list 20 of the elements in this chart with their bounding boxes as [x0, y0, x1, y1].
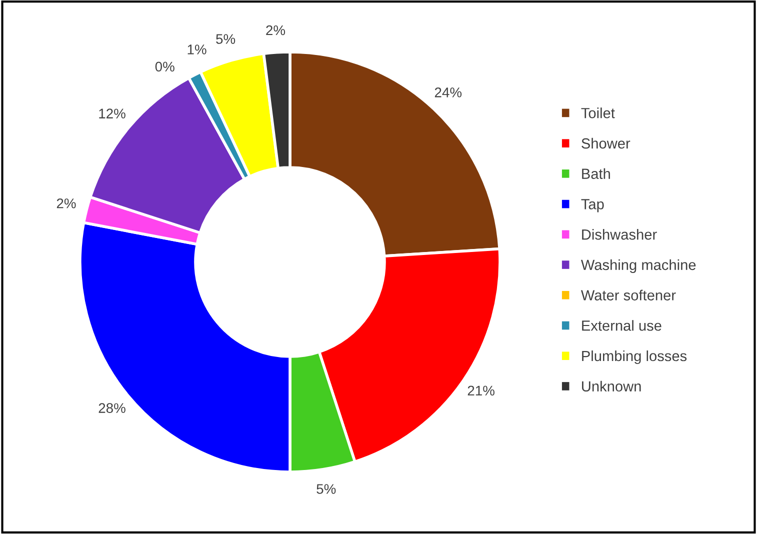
- data-label: 5%: [316, 484, 336, 494]
- legend-label: Unknown: [582, 380, 641, 392]
- data-label: 21%: [468, 386, 494, 396]
- legend-label: Plumbing losses: [582, 350, 687, 364]
- legend-label: Bath: [582, 168, 610, 179]
- legend-label: Tap: [581, 199, 604, 212]
- legend-label: Water softener: [580, 290, 676, 300]
- data-label: 12%: [99, 108, 126, 118]
- legend-label: External use: [582, 320, 662, 331]
- data-label: 5%: [216, 34, 236, 44]
- text: 0%: [155, 62, 174, 72]
- data-label: 2%: [266, 25, 286, 36]
- data-label: 2%: [56, 198, 76, 208]
- legend-label: Toilet: [581, 108, 615, 118]
- data-label: 28%: [98, 403, 126, 413]
- legend-label: Dishwasher: [582, 229, 657, 240]
- legend-label: Washing machine: [580, 259, 696, 273]
- legend-label: Shower: [582, 138, 630, 149]
- data-label: 1%: [188, 44, 206, 54]
- data-label: 24%: [434, 88, 462, 98]
